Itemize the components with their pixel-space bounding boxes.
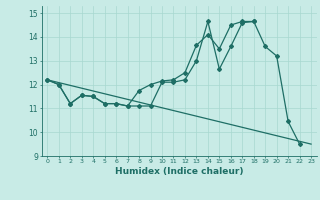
X-axis label: Humidex (Indice chaleur): Humidex (Indice chaleur) bbox=[115, 167, 244, 176]
